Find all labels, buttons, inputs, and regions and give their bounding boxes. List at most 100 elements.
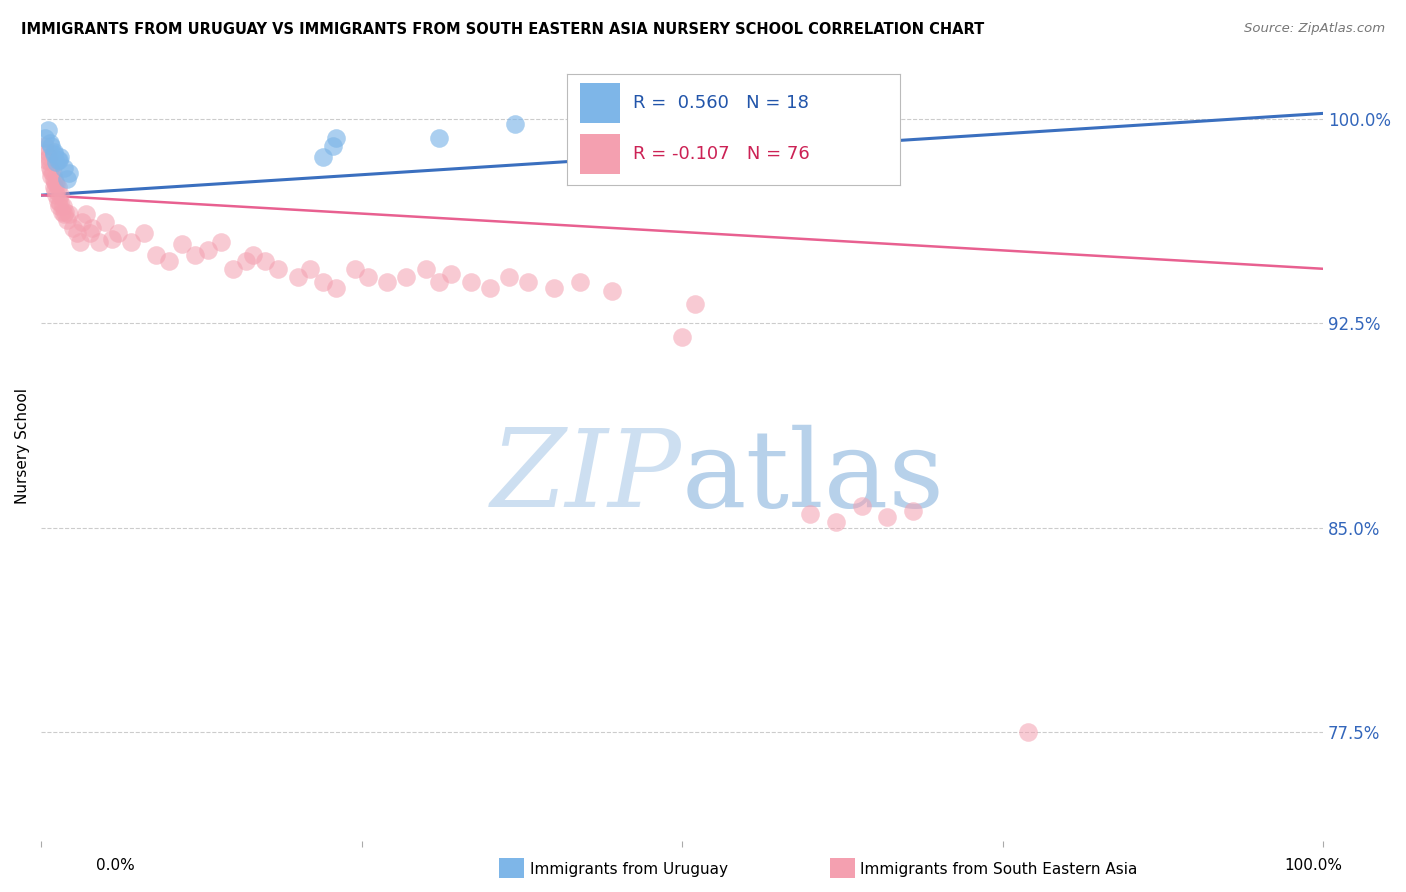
Point: [825, 516, 848, 530]
Text: 0.0%: 0.0%: [96, 858, 135, 872]
Point: [299, 261, 322, 276]
Text: ZIP: ZIP: [491, 425, 682, 530]
Point: [62, 220, 84, 235]
Point: [58, 166, 80, 180]
Point: [53, 207, 76, 221]
Point: [357, 270, 380, 285]
Point: [440, 267, 463, 281]
Point: [48, 153, 70, 167]
Point: [39, 155, 62, 169]
Point: [1017, 725, 1039, 739]
Point: [42, 180, 65, 194]
Point: [44, 175, 66, 189]
Point: [35, 153, 58, 167]
Point: [107, 227, 129, 241]
Point: [197, 243, 219, 257]
Point: [851, 499, 873, 513]
Point: [254, 253, 277, 268]
Point: [69, 235, 91, 249]
Text: 100.0%: 100.0%: [1285, 858, 1343, 872]
Point: [87, 235, 110, 249]
Point: [34, 139, 56, 153]
Point: [75, 207, 97, 221]
Text: IMMIGRANTS FROM URUGUAY VS IMMIGRANTS FROM SOUTH EASTERN ASIA NURSERY SCHOOL COR: IMMIGRANTS FROM URUGUAY VS IMMIGRANTS FR…: [21, 22, 984, 37]
Point: [671, 330, 693, 344]
Point: [58, 207, 80, 221]
Point: [46, 180, 69, 194]
Point: [100, 232, 122, 246]
Point: [41, 166, 63, 180]
Point: [568, 276, 591, 290]
Point: [34, 131, 56, 145]
Point: [41, 169, 63, 183]
Point: [120, 235, 142, 249]
Point: [44, 183, 66, 197]
Point: [683, 297, 706, 311]
Point: [478, 281, 501, 295]
Point: [312, 150, 335, 164]
Point: [242, 248, 264, 262]
Point: [427, 276, 450, 290]
Point: [600, 284, 623, 298]
Point: [52, 199, 75, 213]
Point: [322, 139, 344, 153]
Text: Source: ZipAtlas.com: Source: ZipAtlas.com: [1244, 22, 1385, 36]
Point: [460, 276, 482, 290]
Point: [184, 248, 207, 262]
Point: [517, 276, 540, 290]
Point: [42, 147, 65, 161]
Point: [132, 227, 155, 241]
Point: [45, 188, 67, 202]
Point: [45, 155, 67, 169]
Point: [94, 215, 117, 229]
Point: [55, 204, 77, 219]
Text: Immigrants from Uruguay: Immigrants from Uruguay: [530, 863, 728, 877]
Point: [799, 507, 821, 521]
Point: [79, 227, 101, 241]
Point: [375, 276, 398, 290]
Point: [49, 188, 72, 202]
Point: [46, 153, 69, 167]
Point: [543, 281, 565, 295]
Point: [222, 261, 245, 276]
Point: [45, 178, 67, 192]
Point: [395, 270, 418, 285]
Text: Immigrants from South Eastern Asia: Immigrants from South Eastern Asia: [860, 863, 1137, 877]
Point: [49, 150, 72, 164]
Point: [287, 270, 309, 285]
Point: [901, 504, 924, 518]
Point: [55, 212, 77, 227]
Point: [46, 194, 69, 208]
Point: [37, 122, 59, 136]
Point: [49, 196, 72, 211]
Point: [39, 161, 62, 175]
Point: [66, 227, 89, 241]
Point: [209, 235, 232, 249]
Point: [312, 276, 335, 290]
Point: [172, 237, 194, 252]
Point: [157, 253, 180, 268]
Point: [41, 163, 63, 178]
Point: [415, 261, 437, 276]
Point: [70, 215, 93, 229]
Point: [82, 220, 104, 235]
Y-axis label: Nursery School: Nursery School: [15, 388, 30, 504]
Point: [38, 150, 60, 164]
Point: [55, 171, 77, 186]
Point: [427, 131, 450, 145]
Point: [42, 171, 65, 186]
Point: [39, 136, 62, 151]
Point: [325, 131, 347, 145]
Point: [498, 270, 520, 285]
Text: atlas: atlas: [682, 425, 945, 530]
Point: [145, 248, 167, 262]
Point: [235, 253, 257, 268]
Point: [42, 145, 65, 159]
Point: [505, 117, 527, 131]
Point: [267, 261, 290, 276]
Point: [48, 199, 70, 213]
Point: [325, 281, 347, 295]
Point: [41, 139, 63, 153]
Point: [53, 161, 76, 175]
Point: [876, 509, 898, 524]
